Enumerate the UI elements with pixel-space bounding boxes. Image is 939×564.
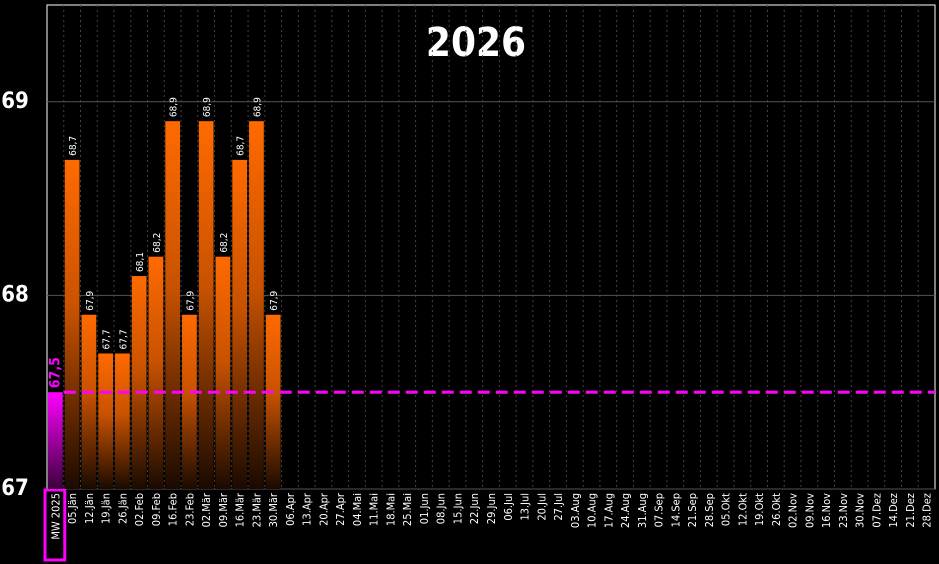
x-tick-label: 17.Aug [602, 493, 615, 528]
x-tick-label: 14.Dez [887, 493, 900, 528]
x-tick-label: 28.Sep [703, 493, 716, 527]
bar [232, 159, 248, 489]
bar [215, 256, 231, 489]
chart-title: 2026 [426, 20, 526, 66]
x-tick-label: 02.Feb [133, 493, 146, 526]
x-tick-label: 06.Apr [284, 492, 297, 526]
x-tick-label: 26.Okt [770, 493, 783, 526]
x-tick-label: 21.Sep [686, 493, 699, 527]
x-tick-label: 11.Mai [368, 493, 381, 526]
x-tick-label: 23.Nov [837, 493, 850, 528]
value-label: 68,9 [169, 97, 180, 117]
x-tick-label: MW 2025 [49, 493, 62, 540]
bar [148, 256, 164, 489]
x-tick-label: 30.Nov [854, 493, 867, 528]
bar [115, 353, 130, 489]
bar [98, 353, 114, 489]
x-tick-label: 15.Jun [451, 493, 464, 524]
x-tick-label: 21.Dez [904, 493, 917, 528]
y-tick-label: 68 [1, 282, 29, 307]
value-label: 68,2 [152, 233, 163, 253]
x-tick-label: 01.Jun [418, 493, 431, 524]
bar [265, 314, 281, 489]
x-tick-label: 27.Apr [334, 492, 347, 526]
x-tick-label: 23.Feb [183, 493, 196, 526]
x-tick-label: 30.Mär [267, 492, 280, 527]
x-tick-label: 10.Aug [586, 493, 599, 528]
x-tick-label: 20.Apr [317, 492, 330, 526]
x-tick-label: 19.Jän [100, 493, 113, 524]
bar [64, 159, 80, 489]
x-tick-label: 09.Nov [803, 493, 816, 528]
value-label: 68,2 [219, 233, 230, 253]
x-tick-label: 31.Aug [636, 493, 649, 528]
x-tick-label: 20.Jul [535, 493, 548, 521]
x-tick-label: 16.Feb [167, 493, 180, 526]
value-label: 68,1 [135, 252, 146, 272]
x-tick-label: 16.Mär [234, 492, 247, 527]
value-label: 67,9 [185, 290, 196, 310]
x-tick-label: 02.Mär [200, 492, 213, 527]
value-label: 68,9 [202, 97, 213, 117]
plot-frame [46, 4, 936, 490]
y-tick-label: 67 [1, 476, 29, 501]
x-tick-label: 18.Mai [384, 493, 397, 526]
value-label: 68,7 [68, 136, 79, 156]
x-tick-label: 22.Jun [468, 493, 481, 524]
bar [182, 314, 197, 489]
bar [165, 121, 181, 489]
x-tick-label: 19.Okt [753, 493, 766, 526]
highlight-box [43, 488, 67, 562]
bar [249, 121, 264, 489]
x-tick-label: 03.Aug [569, 493, 582, 528]
x-tick-label: 16.Nov [820, 493, 833, 528]
x-tick-label: 28.Dez [921, 493, 934, 528]
bar [198, 121, 214, 489]
x-tick-label: 09.Feb [150, 493, 163, 526]
x-tick-label: 27.Jul [552, 493, 565, 521]
value-label: 68,9 [252, 97, 263, 117]
x-tick-label: 07.Sep [653, 493, 666, 527]
value-label: 67,9 [269, 290, 280, 310]
x-tick-label: 12.Jän [83, 493, 96, 524]
x-tick-label: 04.Mai [351, 493, 364, 526]
x-tick-label: 24.Aug [619, 493, 632, 528]
bar [48, 392, 63, 489]
value-label: 67,7 [118, 329, 129, 349]
x-tick-label: 05.Okt [720, 493, 733, 526]
x-tick-label: 13.Apr [301, 492, 314, 526]
x-tick-label: 12.Okt [736, 493, 749, 526]
value-label: 68,7 [236, 136, 247, 156]
x-tick-label: 13.Jul [519, 493, 532, 521]
value-label: 67,9 [85, 290, 96, 310]
x-tick-label: 02.Nov [787, 493, 800, 528]
x-tick-label: 06.Jul [502, 493, 515, 521]
x-tick-label: 23.Mär [250, 492, 263, 527]
x-tick-label: 26.Jän [116, 493, 129, 524]
value-label: 67,5 [47, 357, 63, 388]
x-tick-label: 08.Jun [435, 493, 448, 524]
bar [81, 314, 97, 489]
x-tick-label: 09.Mär [217, 492, 230, 527]
x-tick-label: 05.Jän [66, 493, 79, 524]
bar [131, 276, 147, 489]
value-label: 67,7 [102, 329, 113, 349]
y-tick-label: 69 [1, 89, 29, 114]
x-tick-label: 25.Mai [401, 493, 414, 526]
x-tick-label: 07.Dez [870, 493, 883, 528]
x-tick-label: 14.Sep [669, 493, 682, 527]
x-tick-label: 29.Jun [485, 493, 498, 524]
